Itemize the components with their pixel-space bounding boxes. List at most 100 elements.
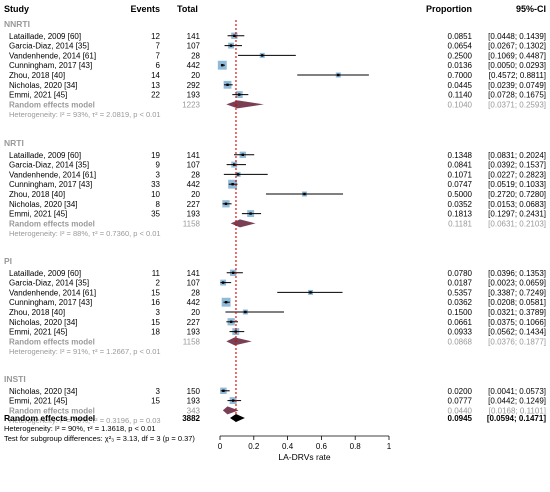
study-name: Nicholas, 2020 [34] bbox=[9, 200, 78, 209]
study-point bbox=[229, 320, 233, 323]
study-name: Emmi, 2021 [45] bbox=[9, 210, 67, 219]
study-proportion: 0.2500 bbox=[448, 51, 473, 60]
header-ci: 95%-CI bbox=[516, 4, 546, 14]
heterogeneity: Heterogeneity: I² = 79%, τ² = 0.3196, p … bbox=[9, 416, 161, 425]
x-axis-label: LA-DRVs rate bbox=[278, 452, 331, 462]
study-ci: [0.0227; 0.2823] bbox=[488, 170, 546, 179]
study-name: Zhou, 2018 [40] bbox=[9, 190, 65, 199]
study-ci: [0.0392; 0.1537] bbox=[488, 161, 546, 170]
study-name: Zhou, 2018 [40] bbox=[9, 308, 65, 317]
study-events: 13 bbox=[151, 81, 160, 90]
study-row: Vandenhende, 2014 [61] 15 28 0.5357 [0.3387;… bbox=[9, 288, 546, 297]
study-events: 3 bbox=[156, 170, 161, 179]
study-row: Zhou, 2018 [40] 10 20 0.5000 [0.2720; 0.7280… bbox=[9, 190, 546, 199]
study-events: 15 bbox=[151, 318, 160, 327]
study-point bbox=[234, 330, 237, 333]
study-name: Garcia-Diaz, 2014 [35] bbox=[9, 42, 89, 51]
study-point bbox=[261, 54, 264, 57]
x-tick-label: 0 bbox=[218, 442, 223, 451]
study-name: Emmi, 2021 [45] bbox=[9, 91, 67, 100]
study-row: Garcia-Diaz, 2014 [35] 2 107 0.0187 [0.0023;… bbox=[9, 279, 546, 288]
study-events: 18 bbox=[151, 328, 160, 337]
overall-diamond bbox=[230, 414, 245, 422]
study-name: Emmi, 2021 [45] bbox=[9, 328, 67, 337]
study-point bbox=[303, 192, 306, 196]
study-proportion: 0.1500 bbox=[448, 308, 473, 317]
study-row: Lataillade, 2009 [60] 12 141 0.0851 [0.0448;… bbox=[9, 32, 546, 41]
study-proportion: 0.0200 bbox=[448, 387, 473, 396]
study-proportion: 0.0136 bbox=[448, 61, 473, 70]
study-total: 227 bbox=[187, 318, 201, 327]
study-total: 28 bbox=[191, 288, 200, 297]
study-proportion: 0.0747 bbox=[448, 180, 473, 189]
study-events: 35 bbox=[151, 210, 160, 219]
study-ci: [0.0375; 0.1066] bbox=[488, 318, 546, 327]
header-total: Total bbox=[177, 4, 198, 14]
subgroup-title: NRTI bbox=[4, 138, 24, 148]
study-events: 16 bbox=[151, 298, 160, 307]
re-ci: [0.0371; 0.2593] bbox=[488, 100, 546, 109]
study-total: 141 bbox=[187, 269, 201, 278]
re-label: Random effects model bbox=[9, 100, 95, 109]
study-name: Garcia-Diaz, 2014 [35] bbox=[9, 279, 89, 288]
study-proportion: 0.0661 bbox=[448, 318, 473, 327]
study-total: 292 bbox=[187, 81, 201, 90]
study-events: 7 bbox=[156, 51, 161, 60]
study-events: 15 bbox=[151, 397, 160, 406]
re-proportion: 0.1181 bbox=[448, 219, 472, 228]
study-row: Vandenhende, 2014 [61] 3 28 0.1071 [0.0227; … bbox=[9, 170, 546, 179]
header-events: Events bbox=[130, 4, 160, 14]
study-point bbox=[249, 212, 252, 215]
study-proportion: 0.1813 bbox=[448, 210, 473, 219]
study-total: 20 bbox=[191, 190, 200, 199]
study-proportion: 0.5000 bbox=[448, 190, 473, 199]
study-ci: [0.0153; 0.0683] bbox=[488, 200, 546, 209]
study-row: Nicholas, 2020 [34] 8 227 0.0352 [0.0153; 0.… bbox=[9, 200, 546, 209]
overall-total: 3882 bbox=[182, 414, 200, 423]
study-events: 19 bbox=[151, 151, 160, 160]
x-tick-label: 0.6 bbox=[316, 442, 328, 451]
subgroup-title: NNRTI bbox=[4, 19, 30, 29]
study-point bbox=[244, 310, 247, 314]
study-proportion: 0.0352 bbox=[448, 200, 473, 209]
study-ci: [0.1069; 0.4487] bbox=[488, 51, 546, 60]
study-total: 193 bbox=[187, 210, 201, 219]
study-total: 20 bbox=[191, 308, 200, 317]
study-ci: [0.0050; 0.0293] bbox=[488, 61, 546, 70]
table-header: Study Events Total Proportion 95%-CI bbox=[4, 4, 546, 14]
subgroup-diamond bbox=[222, 406, 239, 415]
study-row: Emmi, 2021 [45] 18 193 0.0933 [0.0562; 0.143… bbox=[9, 328, 546, 337]
study-ci: [0.3387; 0.7249] bbox=[488, 288, 546, 297]
re-total: 343 bbox=[187, 406, 201, 415]
study-total: 141 bbox=[187, 151, 201, 160]
study-name: Nicholas, 2020 [34] bbox=[9, 387, 78, 396]
study-name: Garcia-Diaz, 2014 [35] bbox=[9, 161, 89, 170]
study-row: Cunningham, 2017 [43] 33 442 0.0747 [0.0519;… bbox=[9, 179, 546, 189]
study-name: Lataillade, 2009 [60] bbox=[9, 151, 81, 160]
study-events: 33 bbox=[151, 180, 160, 189]
study-events: 3 bbox=[156, 387, 161, 396]
study-proportion: 0.1140 bbox=[448, 91, 472, 100]
study-ci: [0.0041; 0.0573] bbox=[488, 387, 546, 396]
heterogeneity: Heterogeneity: I² = 88%, τ² = 0.7360, p … bbox=[9, 229, 161, 238]
study-ci: [0.0321; 0.3789] bbox=[488, 308, 546, 317]
study-proportion: 0.0362 bbox=[448, 298, 473, 307]
study-total: 107 bbox=[187, 42, 201, 51]
study-row: Nicholas, 2020 [34] 15 227 0.0661 [0.0375; 0… bbox=[9, 318, 546, 327]
study-events: 14 bbox=[151, 71, 160, 80]
re-ci: [0.0168; 0.1101] bbox=[489, 406, 546, 415]
study-name: Vandenhende, 2014 [61] bbox=[9, 288, 96, 297]
subgroup-test: Test for subgroup differences: χ²₃ = 3.1… bbox=[4, 434, 195, 443]
subgroup-random-effects: Random effects model 1158 0.0868 [0.0376; 0… bbox=[9, 337, 546, 346]
study-row: Lataillade, 2009 [60] 19 141 0.1348 [0.0831;… bbox=[9, 151, 546, 160]
study-row: Garcia-Diaz, 2014 [35] 7 107 0.0654 [0.0267;… bbox=[9, 42, 546, 51]
x-tick-label: 1 bbox=[387, 442, 392, 451]
study-proportion: 0.0187 bbox=[448, 279, 473, 288]
subgroup-title: INSTI bbox=[4, 374, 26, 384]
study-ci: [0.0442; 0.1249] bbox=[488, 397, 546, 406]
subgroup-diamond bbox=[230, 219, 256, 228]
study-row: Nicholas, 2020 [34] 13 292 0.0445 [0.0239; 0… bbox=[9, 81, 546, 90]
study-total: 442 bbox=[187, 298, 201, 307]
re-total: 1158 bbox=[183, 337, 201, 346]
study-proportion: 0.0654 bbox=[448, 42, 473, 51]
